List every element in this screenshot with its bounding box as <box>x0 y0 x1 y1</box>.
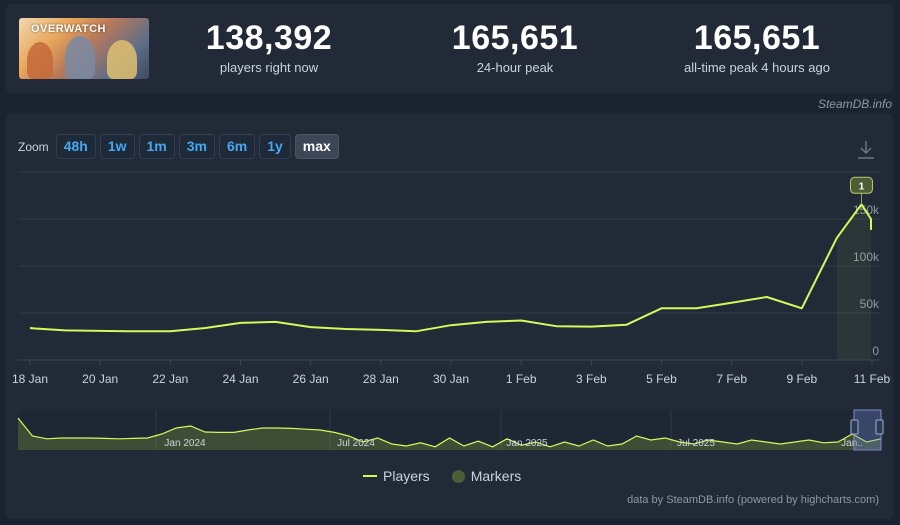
y-tick-label: 100k <box>853 250 880 264</box>
marker-flag[interactable] <box>849 176 873 194</box>
legend-markers-swatch <box>451 469 465 483</box>
navigator-label: Jul 2025 <box>677 438 715 449</box>
zoom-6m-button[interactable]: 6m <box>218 134 256 159</box>
zoom-label: Zoom <box>18 139 49 154</box>
x-tick-label: 18 Jan <box>12 372 48 386</box>
peak-shading <box>836 204 871 360</box>
navigator-area <box>18 418 881 450</box>
players-series-line[interactable] <box>29 203 872 333</box>
marker-label: 1 <box>859 181 865 192</box>
navigator-label: Jan.. <box>841 438 863 449</box>
stat-all-time-peak: 165,651 all-time peak 4 hours ago <box>642 18 872 76</box>
x-tick-label: 30 Jan <box>433 372 469 386</box>
navigator-handle-left[interactable] <box>850 419 859 435</box>
chart-legend: Players Markers <box>363 468 543 484</box>
hero-figure-3 <box>107 40 137 79</box>
navigator-label: Jan 2025 <box>506 438 548 449</box>
stats-panel: OVERWATCH 138,392 players right now 165,… <box>6 4 893 93</box>
game-logo-text: OVERWATCH <box>31 23 106 35</box>
zoom-3m-button[interactable]: 3m <box>178 134 215 159</box>
x-tick-label: 1 Feb <box>506 372 537 386</box>
game-thumbnail[interactable]: OVERWATCH <box>19 18 149 79</box>
navigator-label: Jul 2024 <box>337 438 375 449</box>
zoom-48h-button[interactable]: 48h <box>55 134 96 159</box>
legend-players-swatch <box>363 475 377 477</box>
highcharts-credit[interactable]: data by SteamDB.info (powered by highcha… <box>627 494 879 506</box>
x-tick-label: 24 Jan <box>222 372 258 386</box>
x-tick-label: 11 Feb <box>854 372 891 386</box>
stat-label: players right now <box>219 60 319 75</box>
x-tick-label: 26 Jan <box>293 372 329 386</box>
zoom-1w-button[interactable]: 1w <box>99 134 135 159</box>
stat-label: all-time peak 4 hours ago <box>684 60 830 75</box>
legend-players[interactable]: Players <box>363 468 430 484</box>
zoom-1m-button[interactable]: 1m <box>138 134 175 159</box>
stat-label: 24-hour peak <box>476 60 554 75</box>
stat-value: 138,392 <box>205 19 333 57</box>
stat-value: 165,651 <box>693 19 821 57</box>
legend-players-label: Players <box>383 468 430 484</box>
legend-markers[interactable]: Markers <box>451 468 522 484</box>
steamdb-credit[interactable]: SteamDB.info <box>817 97 892 111</box>
x-tick-label: 28 Jan <box>363 372 399 386</box>
y-tick-label: 0 <box>872 344 879 358</box>
zoom-bar: Zoom 48h 1w 1m 3m 6m 1y max <box>18 134 343 159</box>
navigator-series-line <box>17 417 882 448</box>
navigator-label: Jan 2024 <box>164 438 206 449</box>
x-tick-label: 5 Feb <box>646 372 677 386</box>
navigator-background <box>18 410 881 450</box>
x-tick-label: 3 Feb <box>576 372 607 386</box>
hero-figure-1 <box>27 42 53 79</box>
hero-figure-2 <box>65 36 95 79</box>
y-tick-label: 50k <box>860 297 880 311</box>
legend-markers-label: Markers <box>470 468 522 484</box>
stat-24h-peak: 165,651 24-hour peak <box>400 18 630 76</box>
x-tick-label: 9 Feb <box>786 372 817 386</box>
zoom-1y-button[interactable]: 1y <box>259 134 291 159</box>
navigator-handle-right[interactable] <box>875 419 884 435</box>
zoom-max-button[interactable]: max <box>294 134 339 159</box>
x-tick-label: 20 Jan <box>82 372 118 386</box>
x-tick-label: 7 Feb <box>716 372 747 386</box>
stat-value: 165,651 <box>451 19 579 57</box>
stat-players-now: 138,392 players right now <box>154 18 384 76</box>
download-icon[interactable] <box>857 140 875 160</box>
x-tick-label: 22 Jan <box>152 372 188 386</box>
